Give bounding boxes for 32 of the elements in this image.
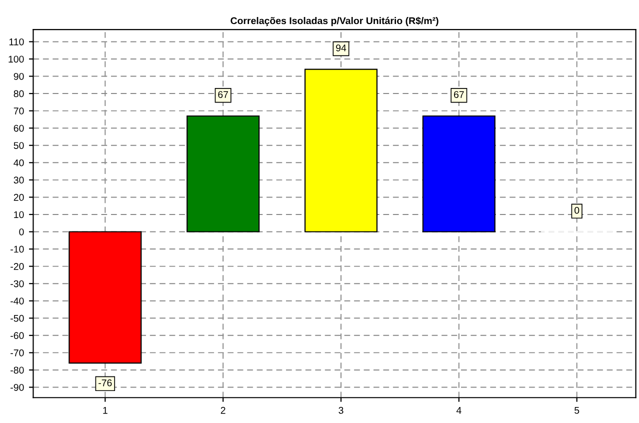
data-label: 0 — [574, 206, 580, 214]
y-tick-label: 10 — [14, 211, 24, 218]
data-label: 94 — [336, 44, 346, 52]
y-tick-label: 110 — [9, 38, 24, 46]
y-tick-label: -30 — [10, 280, 24, 288]
y-tick-label: 50 — [14, 142, 24, 149]
y-tick-label: 40 — [14, 159, 24, 166]
x-tick-label: 5 — [574, 407, 580, 414]
y-tick-label: 70 — [14, 108, 24, 114]
data-label: 67 — [454, 91, 464, 98]
x-tick-label: 1 — [103, 407, 108, 414]
y-tick-label: -80 — [10, 366, 24, 374]
x-tick-label: 3 — [338, 406, 344, 414]
y-tick-label: 60 — [14, 124, 24, 132]
y-tick-label: 0 — [19, 228, 24, 236]
y-tick-label: -10 — [10, 246, 24, 253]
y-tick-label: -90 — [10, 384, 24, 391]
x-tick-label: 4 — [456, 407, 462, 414]
y-tick-label: 100 — [8, 56, 24, 63]
y-tick-label: 90 — [14, 72, 24, 80]
y-tick-label: 20 — [14, 194, 24, 201]
data-label: -76 — [98, 379, 112, 386]
chart-title: Correlações Isoladas p/Valor Unitário (R$/m²) — [230, 16, 438, 26]
y-tick-label: -60 — [10, 332, 24, 340]
y-tick-label: 30 — [14, 176, 24, 184]
y-tick-label: -50 — [10, 314, 24, 322]
y-tick-label: -20 — [10, 263, 24, 270]
y-tick-label: 80 — [14, 90, 24, 98]
x-tick-label: 2 — [220, 406, 226, 414]
y-tick-label: -40 — [10, 298, 24, 304]
data-label: 67 — [218, 91, 228, 98]
y-tick-label: -70 — [10, 349, 24, 356]
